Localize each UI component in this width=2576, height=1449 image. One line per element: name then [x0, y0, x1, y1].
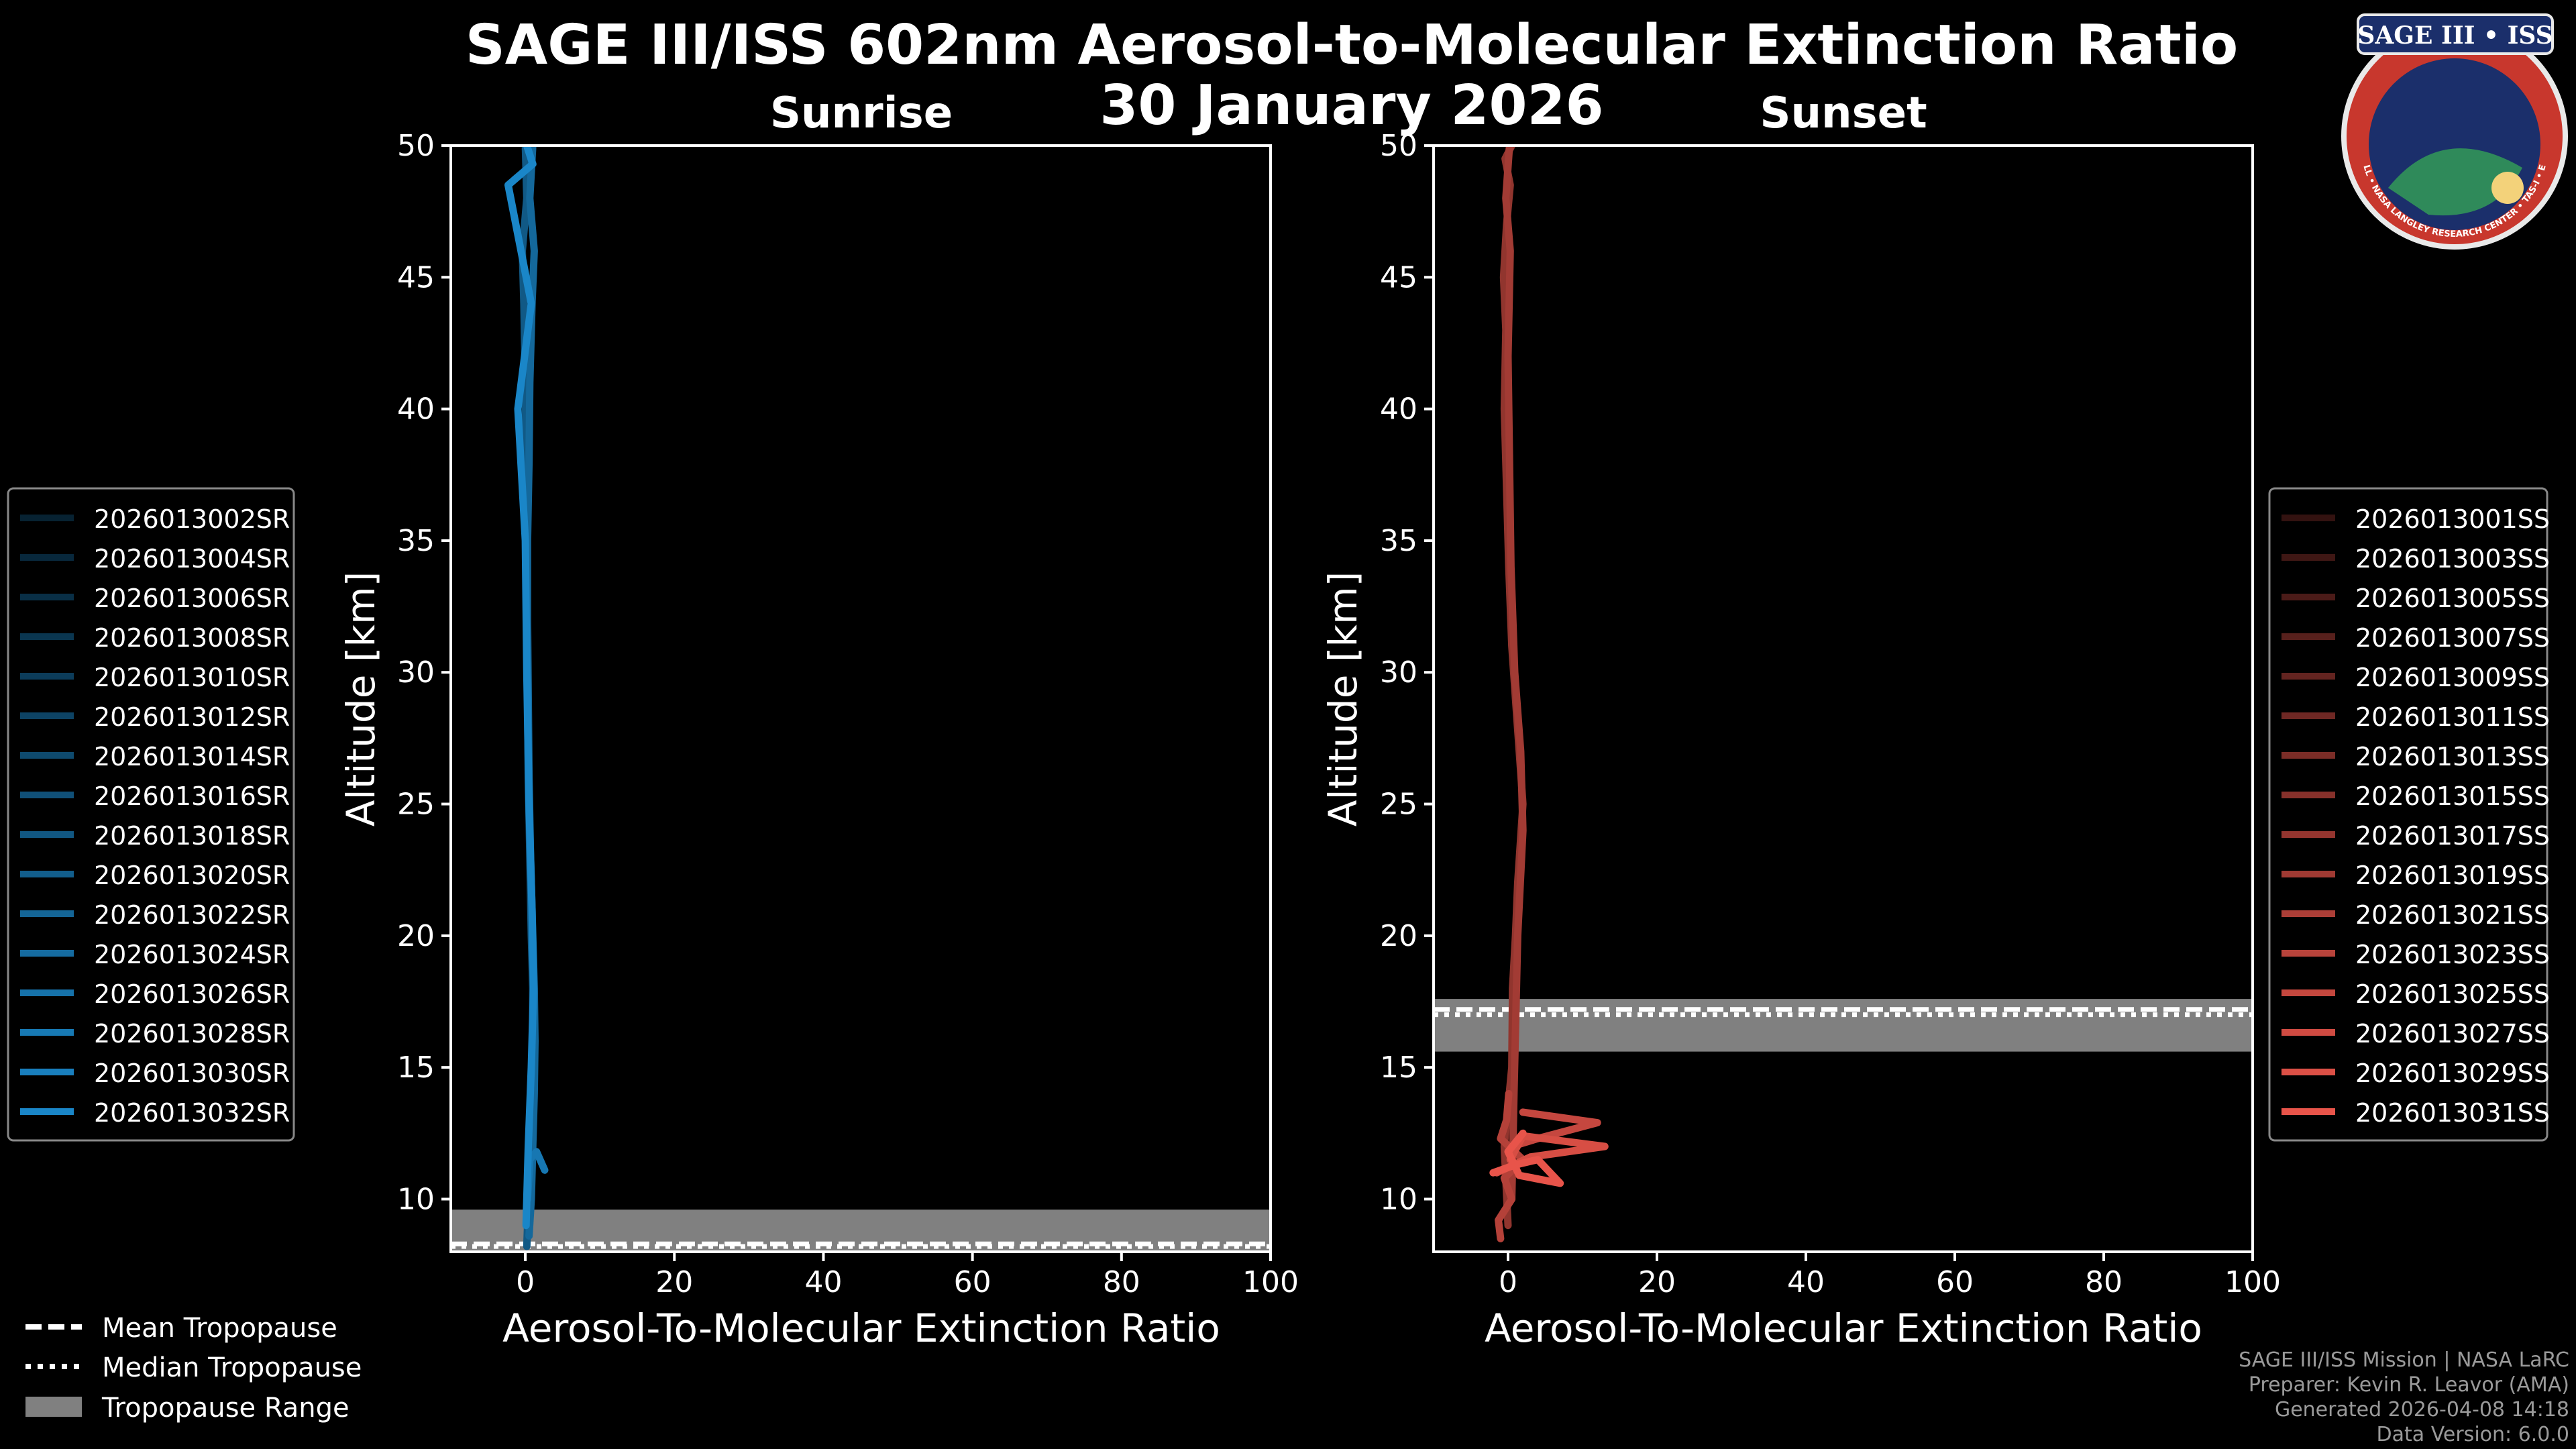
sunset-legend-label: 2026013025SS: [2355, 979, 2550, 1009]
figure-date: 30 January 2026: [1099, 74, 1603, 138]
sunrise-legend-label: 2026013010SR: [94, 663, 290, 692]
sunset-ytick-label: 35: [1380, 524, 1417, 558]
credit-mission: SAGE III/ISS Mission | NASA LaRC: [2239, 1348, 2569, 1372]
sunrise-legend-box: [7, 487, 295, 1142]
sunrise-legend-label: 2026013002SR: [94, 504, 290, 534]
sunrise-legend-label: 2026013012SR: [94, 702, 290, 732]
logo-banner: [2357, 13, 2554, 55]
sunset-plot-area: 0 20 40 60 80 100 10 15 20 25 30 35 40 45 50: [1380, 129, 2281, 1299]
sunset-ytick-label: 15: [1380, 1051, 1417, 1085]
sunset-ytick-label: 20: [1380, 919, 1417, 953]
sunset-legend-label: 2026013001SS: [2355, 504, 2550, 534]
tropopause-range-label: Tropopause Range: [101, 1393, 350, 1424]
sunrise-xlabel: Aerosol-To-Molecular Extinction Ratio: [502, 1305, 1220, 1351]
sunrise-ytick-label: 15: [397, 1051, 435, 1085]
sunrise-legend-label: 2026013022SR: [94, 900, 290, 930]
sunrise-ytick-label: 35: [397, 524, 435, 558]
sunrise-ytick-label: 40: [397, 392, 435, 427]
sunset-ytick-label: 30: [1380, 655, 1417, 690]
sunset-legend-label: 2026013005SS: [2355, 584, 2550, 613]
tropopause-legend: Mean Tropopause Median Tropopause Tropop…: [25, 1313, 362, 1424]
figure-title: SAGE III/ISS 602nm Aerosol-to-Molecular …: [466, 13, 2239, 77]
sunrise-ytick-label: 50: [397, 129, 435, 163]
sunset-legend-label: 2026013023SS: [2355, 940, 2550, 969]
sunset-legend-box: [2268, 487, 2548, 1142]
logo-earth: [2388, 148, 2522, 216]
sunset-xtick-label: 20: [1638, 1265, 1676, 1299]
credit-version: Data Version: 6.0.0: [2377, 1423, 2569, 1446]
sunset-xtick-label: 40: [1787, 1265, 1825, 1299]
sunset-legend-label: 2026013029SS: [2355, 1059, 2550, 1088]
sunset-legend-label: 2026013021SS: [2355, 900, 2550, 930]
sunset-legend: 2026013001SS 2026013003SS 2026013005SS 2026…: [2268, 487, 2550, 1142]
sunset-ytick-label: 25: [1380, 788, 1417, 822]
sunrise-xtick-label: 20: [655, 1265, 693, 1299]
logo-sun: [2491, 172, 2524, 204]
sunrise-ytick-label: 10: [397, 1182, 435, 1216]
sunset-legend-label: 2026013031SS: [2355, 1098, 2550, 1128]
sunset-axes-frame: [1432, 144, 2254, 1253]
sunset-ytick-label: 50: [1380, 129, 1417, 163]
sunrise-legend-label: 2026013026SR: [94, 979, 290, 1009]
sunrise-ytick-label: 45: [397, 260, 435, 294]
sunrise-ytick-label: 30: [397, 655, 435, 690]
sunset-legend-label: 2026013027SS: [2355, 1019, 2550, 1049]
sunrise-series-profile-d: [504, 146, 537, 1230]
sunrise-legend-label: 2026013030SR: [94, 1059, 290, 1088]
median-tropopause-label: Median Tropopause: [102, 1352, 362, 1383]
sunrise-legend-label: 2026013032SR: [94, 1098, 290, 1128]
sunset-legend-label: 2026013017SS: [2355, 821, 2550, 851]
sunrise-ytick-label: 20: [397, 919, 435, 953]
sunset-ytick-label: 10: [1380, 1182, 1417, 1216]
sunset-xtick-label: 100: [2224, 1265, 2281, 1299]
credit-preparer: Preparer: Kevin R. Leavor (AMA): [2249, 1373, 2569, 1397]
sunset-xtick-label: 0: [1499, 1265, 1517, 1299]
sunrise-legend-label: 2026013004SR: [94, 544, 290, 574]
sunset-legend-label: 2026013019SS: [2355, 861, 2550, 890]
sunrise-xtick-label: 40: [804, 1265, 842, 1299]
sunrise-legend-label: 2026013016SR: [94, 782, 290, 811]
sunrise-legend-label: 2026013008SR: [94, 623, 290, 653]
sunrise-xtick-label: 80: [1103, 1265, 1140, 1299]
sunrise-axes-frame: [449, 144, 1272, 1253]
sunset-series-profile-b: [1502, 146, 1527, 1203]
sunrise-legend-label: 2026013006SR: [94, 584, 290, 613]
sunrise-legend-label: 2026013024SR: [94, 940, 290, 969]
sunrise-xtick-label: 60: [954, 1265, 991, 1299]
sunset-series-profile-f: [1489, 1129, 1564, 1187]
sunrise-xtick-label: 100: [1242, 1265, 1299, 1299]
sunset-legend-label: 2026013009SS: [2355, 663, 2550, 692]
sunset-series-profile-d: [1508, 1108, 1601, 1150]
sunset-xtick-label: 60: [1936, 1265, 1974, 1299]
sunset-tropopause-range: [1434, 999, 2253, 1052]
sunrise-legend-label: 2026013020SR: [94, 861, 290, 890]
sunset-ytick-label: 40: [1380, 392, 1417, 427]
panel-title-sunset: Sunset: [1760, 89, 1927, 138]
panel-title-sunrise: Sunrise: [770, 89, 953, 138]
sunrise-xtick-label: 0: [516, 1265, 535, 1299]
sunset-legend-label: 2026013013SS: [2355, 742, 2550, 771]
sunset-legend-label: 2026013007SS: [2355, 623, 2550, 653]
sunset-legend-label: 2026013015SS: [2355, 782, 2550, 811]
sunset-legend-label: 2026013003SS: [2355, 544, 2550, 574]
tropopause-range-swatch: [25, 1397, 82, 1417]
sunrise-plot-area: 0 20 40 60 80 100 10 15 20 25 30 35 40 45 50: [397, 129, 1299, 1299]
sunrise-legend-label: 2026013018SR: [94, 821, 290, 851]
sunset-xlabel: Aerosol-To-Molecular Extinction Ratio: [1485, 1305, 2202, 1351]
sunset-xtick-label: 80: [2085, 1265, 2123, 1299]
sunrise-legend: 2026013002SR 2026013004SR 2026013006SR 2026…: [7, 487, 295, 1142]
sunset-ytick-label: 45: [1380, 260, 1417, 294]
sunrise-ytick-label: 25: [397, 788, 435, 822]
credit-generated: Generated 2026-04-08 14:18: [2275, 1398, 2569, 1421]
logo-title: SAGE III • ISS: [2357, 21, 2553, 50]
sunrise-legend-label: 2026013028SR: [94, 1019, 290, 1049]
sunrise-legend-label: 2026013014SR: [94, 742, 290, 771]
sunset-ylabel: Altitude [km]: [1320, 572, 1366, 826]
sunset-legend-label: 2026013011SS: [2355, 702, 2550, 732]
mean-tropopause-label: Mean Tropopause: [102, 1313, 337, 1344]
sunrise-ylabel: Altitude [km]: [338, 572, 384, 826]
